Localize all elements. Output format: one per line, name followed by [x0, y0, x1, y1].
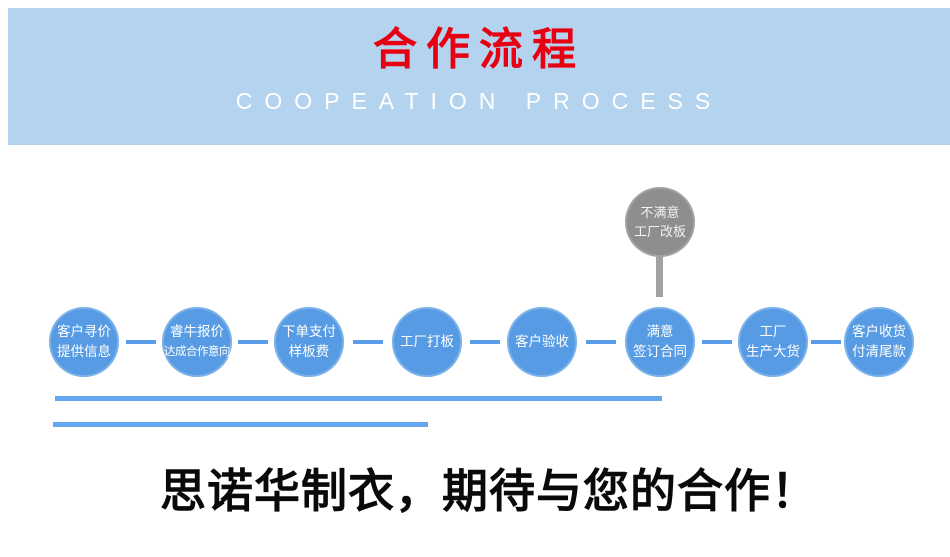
node-label-line1: 下单支付	[282, 324, 336, 339]
page-title: 合作流程	[373, 25, 585, 74]
node-label-line2: 签订合同	[633, 344, 687, 359]
node-label-line2: 达成合作意向	[164, 346, 231, 358]
flow-connector	[126, 340, 156, 344]
node-label-line1: 工厂	[759, 324, 787, 339]
node-label-line1: 客户收货	[852, 324, 906, 339]
decorative-line-short	[53, 422, 428, 427]
flow-node-production: 工厂 生产大货	[738, 307, 808, 377]
node-label-line1: 不满意	[640, 205, 680, 220]
page-subtitle: COOPEATION PROCESS	[235, 88, 723, 114]
node-label-line2: 付清尾款	[852, 344, 906, 359]
flow-connector	[238, 340, 268, 344]
footer-slogan: 思诺华制衣，期待与您的合作！	[160, 466, 818, 517]
decorative-line-long	[55, 396, 662, 401]
flow-node-final-payment: 客户收货 付清尾款	[844, 307, 914, 377]
flow-node-sample-payment: 下单支付 样板费	[274, 307, 344, 377]
node-label-line1: 客户寻价	[57, 324, 111, 339]
flow-node-contract: 满意 签订合同	[625, 307, 695, 377]
flow-connector	[586, 340, 616, 344]
node-label-line2: 样板费	[288, 344, 330, 359]
flow-node-sampling: 工厂打板	[392, 307, 462, 377]
flow-node-inquiry: 客户寻价 提供信息	[49, 307, 119, 377]
flow-node-quotation: 睿牛报价 达成合作意向	[162, 307, 232, 377]
node-label-line2: 工厂改板	[633, 224, 686, 239]
node-label-line1: 睿牛报价	[170, 324, 224, 339]
flow-node-rework: 不满意 工厂改板	[625, 187, 695, 257]
node-label-line2: 生产大货	[746, 344, 800, 359]
flow-connector	[702, 340, 732, 344]
node-label-line2: 提供信息	[57, 344, 111, 359]
node-label-line1: 客户验收	[515, 334, 569, 349]
node-label-line1: 满意	[646, 324, 674, 339]
flow-diagram: 不满意 工厂改板 客户寻价 提供信息 睿牛报价 达成合作意向 下单支付 样板费 …	[0, 145, 950, 445]
header-banner: 合作流程 COOPEATION PROCESS	[8, 8, 950, 145]
flow-connector	[811, 340, 841, 344]
rework-vertical-connector	[656, 257, 663, 297]
flow-connector	[470, 340, 500, 344]
flow-connector	[353, 340, 383, 344]
flow-node-acceptance: 客户验收	[507, 307, 577, 377]
node-label-line1: 工厂打板	[400, 334, 454, 349]
